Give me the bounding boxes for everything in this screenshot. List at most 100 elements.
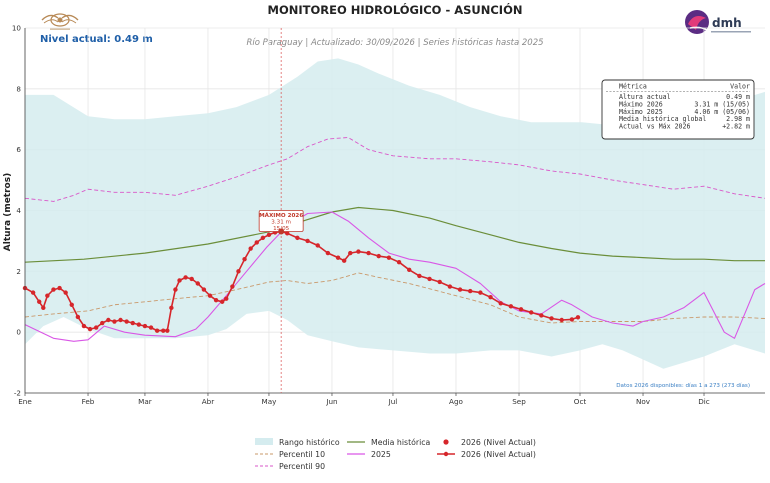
metrics-row-label: Máximo 2026 — [619, 100, 663, 108]
metrics-row-value: 4.06 m (05/06) — [694, 108, 750, 116]
series-line-2 — [24, 137, 766, 202]
x-tick-label: Ene — [18, 397, 32, 406]
current-level-point — [315, 243, 320, 248]
y-tick-label: 4 — [16, 206, 21, 215]
current-level-point — [447, 284, 453, 289]
current-level-point — [396, 260, 402, 265]
x-tick-label: Feb — [82, 397, 95, 406]
current-level-point — [130, 320, 135, 326]
current-level-point — [106, 317, 111, 323]
y-tick-label: 8 — [16, 84, 21, 93]
legend-item-dot: 2026 (Nivel Actual) — [443, 438, 536, 447]
metrics-row-value: 3.31 m (15/05) — [694, 100, 750, 108]
legend-item-p10: Percentil 10 — [255, 450, 325, 459]
x-tick-label: Sep — [512, 397, 526, 406]
max-annotation-value: 3.31 m — [271, 219, 291, 225]
series-line-3 — [24, 211, 766, 342]
current-level-point — [376, 253, 381, 259]
current-level-point — [529, 310, 534, 315]
current-level-point — [348, 250, 353, 256]
current-level-point — [386, 255, 392, 260]
x-tick-label: Mar — [138, 397, 152, 406]
current-level-point — [213, 298, 219, 303]
current-level-point — [254, 240, 259, 245]
y-tick-label: 2 — [16, 267, 21, 276]
current-level-point — [195, 281, 201, 286]
current-level-point — [569, 317, 575, 322]
y-axis-label: Altura (metros) — [3, 173, 13, 251]
current-level-point — [427, 276, 432, 282]
x-tick-label: Jun — [325, 397, 337, 406]
dmh-logo-text: dmh — [712, 16, 742, 30]
x-tick-label: May — [262, 397, 278, 406]
current-level-point — [341, 258, 347, 263]
y-tick-label: -2 — [14, 389, 21, 398]
current-level-point — [51, 287, 56, 292]
legend-label: Rango histórico — [279, 438, 340, 447]
current-level-point — [417, 273, 422, 279]
current-level-point — [207, 293, 213, 298]
current-level-point — [69, 302, 74, 307]
legend-label: Percentil 90 — [279, 462, 325, 471]
current-level-point — [539, 313, 544, 318]
current-level-point — [154, 328, 160, 333]
current-level-point — [201, 287, 207, 292]
current-level-point — [498, 301, 503, 306]
current-level-point — [559, 317, 564, 323]
current-level-point — [93, 325, 99, 330]
y-tick-label: 0 — [16, 328, 21, 337]
current-level-point — [575, 315, 581, 320]
legend-label: Media histórica — [371, 438, 431, 447]
current-level-point — [295, 235, 300, 241]
current-level-point — [161, 328, 166, 333]
legend: Rango histórico Percentil 10 Percentil 90 M… — [255, 438, 536, 471]
current-level-point — [457, 287, 463, 292]
current-level-point — [468, 288, 473, 294]
current-level-point — [136, 322, 142, 327]
institution-seal-logo — [41, 13, 79, 30]
metrics-row-value: 0.49 m — [726, 93, 750, 101]
legend-swatch-dot — [443, 439, 449, 445]
legend-item-mean: Media histórica — [347, 438, 431, 447]
current-level-point — [100, 320, 105, 326]
legend-label: 2025 — [371, 450, 391, 459]
dmh-logo: dmh — [685, 10, 751, 34]
metrics-header-metric: Métrica — [619, 83, 647, 91]
current-level-point — [266, 232, 272, 238]
current-level-point — [305, 238, 310, 244]
x-tick-label: Nov — [636, 397, 651, 406]
legend-label: Percentil 10 — [279, 450, 325, 459]
current-level-point — [118, 317, 123, 323]
current-level-point — [37, 299, 42, 304]
metrics-row-value: +2.82 m — [722, 123, 750, 131]
current-level-point — [63, 290, 68, 295]
metrics-row-label: Máximo 2025 — [619, 108, 663, 116]
series-line-4 — [24, 230, 579, 332]
current-level-point — [30, 290, 36, 295]
series-lines — [22, 137, 766, 342]
metrics-rows: Altura actual 0.49 m Máximo 2026 3.31 m (15… — [619, 93, 750, 131]
series-line-1 — [24, 272, 766, 324]
current-level-point — [75, 314, 81, 320]
metrics-row-label: Media histórica global — [619, 115, 706, 123]
current-level-point — [508, 304, 514, 309]
series-line-0 — [24, 206, 765, 263]
chart-title: MONITOREO HIDROLÓGICO - ASUNCIÓN — [268, 2, 523, 17]
current-level-point — [112, 319, 117, 324]
current-level-point — [260, 235, 266, 241]
current-level-point — [356, 249, 361, 254]
max-annotation-title: MÁXIMO 2026 — [259, 212, 303, 219]
current-level-point — [173, 287, 178, 292]
current-level-label: Nivel actual: 0.49 m — [40, 34, 153, 45]
legend-label: 2026 (Nivel Actual) — [461, 450, 536, 459]
current-level-point — [407, 267, 412, 273]
legend-swatch-line-dot — [443, 451, 449, 457]
legend-swatch-band — [255, 438, 273, 445]
x-tick-label: Abr — [202, 397, 214, 406]
current-level-point — [230, 284, 235, 289]
x-tick-label: Jul — [388, 397, 398, 406]
current-level-point — [549, 316, 554, 321]
legend-label: 2026 (Nivel Actual) — [461, 438, 536, 447]
